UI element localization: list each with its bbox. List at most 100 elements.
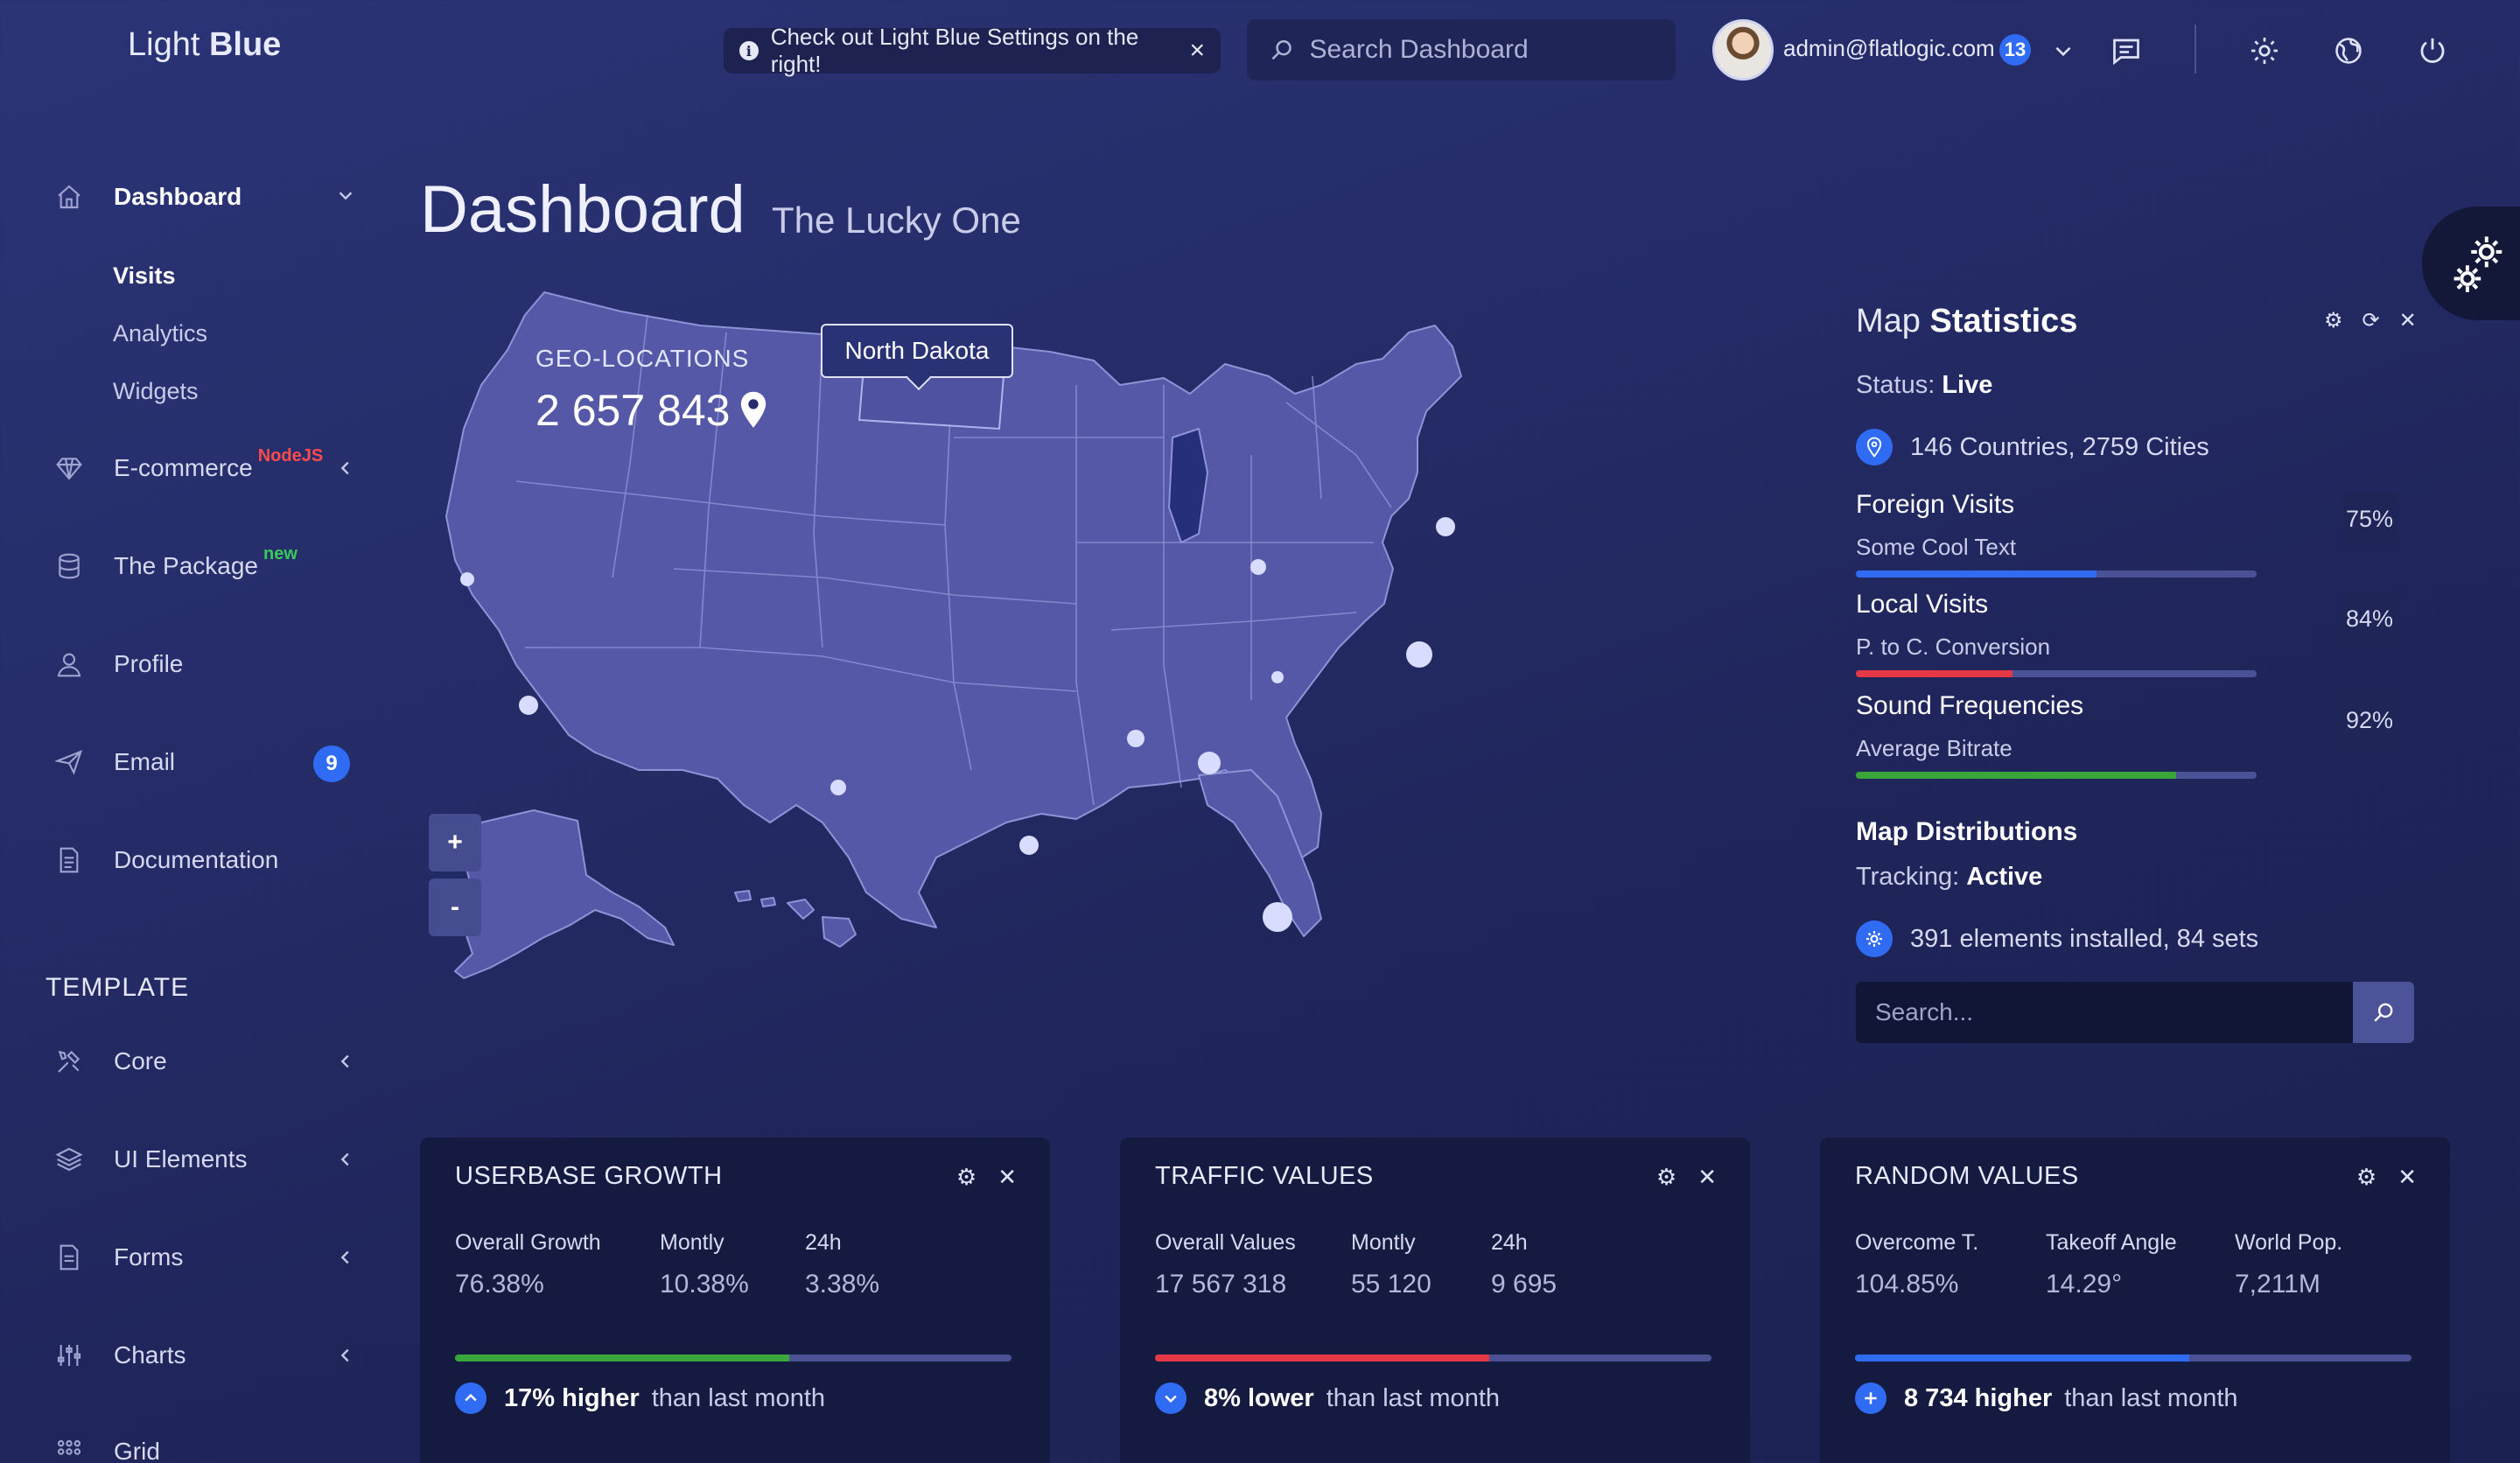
alaska-shape — [454, 809, 675, 979]
refresh-icon[interactable]: ⟳ — [2362, 309, 2380, 332]
location-dot[interactable] — [1198, 752, 1221, 774]
location-dot[interactable] — [1127, 730, 1144, 747]
state-border-line — [525, 647, 1077, 692]
geo-locations-label: GEO-LOCATIONS — [536, 345, 750, 372]
notice-text: Check out Light Blue Settings on the rig… — [770, 24, 1139, 77]
dashboard-search[interactable] — [1247, 19, 1676, 80]
chevron-left-icon[interactable] — [336, 1344, 355, 1371]
card-footer: 8 734 higher than last month — [1855, 1382, 2238, 1414]
user-email[interactable]: admin@flatlogic.com — [1783, 35, 1995, 61]
stat-progress-bar — [1856, 570, 2257, 578]
florida-shape — [1198, 769, 1322, 937]
location-dot[interactable] — [460, 572, 474, 586]
gear-icon[interactable]: ⚙ — [1656, 1164, 1677, 1190]
card-title: RANDOM VALUES — [1855, 1162, 2079, 1190]
hawaii-islet-shape — [760, 897, 776, 907]
map-search[interactable] — [1856, 982, 2414, 1043]
sidebar-item-charts[interactable]: Charts — [54, 1340, 186, 1370]
gear-icon[interactable]: ⚙ — [2324, 309, 2343, 332]
power-icon[interactable] — [2413, 32, 2452, 70]
stat-progress-fill — [1856, 570, 2096, 578]
sidebar-item-documentation[interactable]: Documentation — [54, 845, 278, 875]
zoom-out-button[interactable]: - — [429, 878, 481, 936]
location-dot[interactable] — [1436, 517, 1455, 536]
tools-icon — [54, 1046, 84, 1076]
sidebar-item-profile[interactable]: Profile — [54, 649, 183, 679]
state-border-line — [1075, 385, 1095, 806]
usa-map[interactable] — [411, 280, 1566, 989]
close-icon[interactable]: ✕ — [998, 1164, 1017, 1190]
database-icon — [54, 551, 84, 581]
location-dot[interactable] — [1019, 836, 1039, 855]
close-notice-icon[interactable]: × — [1189, 36, 1205, 65]
location-dot[interactable] — [1271, 671, 1284, 683]
app-logo[interactable]: Light Blue — [128, 26, 282, 63]
chevron-left-icon[interactable] — [336, 1148, 355, 1175]
geo-locations-value: 2 657 843 — [536, 385, 768, 436]
sidebar-subitem-analytics[interactable]: Analytics — [113, 320, 208, 346]
chevron-left-icon[interactable] — [336, 1246, 355, 1273]
sidebar-subitem-visits[interactable]: Visits — [113, 262, 176, 289]
location-dot[interactable] — [830, 780, 846, 795]
hawaii-islet-shape — [734, 890, 752, 902]
home-icon — [54, 182, 84, 212]
stat-progress-fill — [1856, 670, 2012, 677]
card-stats: Overall Growth 76.38% Montly 10.38% 24h … — [455, 1230, 879, 1299]
map-search-input[interactable] — [1856, 982, 2353, 1043]
location-dot[interactable] — [519, 696, 538, 715]
messages-icon[interactable] — [2107, 32, 2146, 70]
settings-notice: i Check out Light Blue Settings on the r… — [724, 24, 1221, 77]
settings-toggle[interactable] — [2422, 206, 2520, 320]
notification-badge[interactable]: 13 — [1999, 34, 2031, 66]
card-stat: 24h 3.38% — [805, 1230, 880, 1298]
card-stat: 24h 9 695 — [1491, 1230, 1558, 1298]
chevron-down-icon — [1155, 1382, 1186, 1414]
chevron-down-icon[interactable] — [336, 184, 355, 211]
search-button[interactable] — [2353, 982, 2414, 1043]
sidebar-item-ecommerce[interactable]: E-commerce NodeJS — [54, 446, 323, 483]
chevron-left-icon[interactable] — [336, 457, 355, 484]
card-progress-bar — [455, 1354, 1012, 1362]
sidebar-item-grid[interactable]: Grid — [54, 1437, 160, 1463]
stat-percent: 84% — [2342, 592, 2398, 646]
sidebar-item-the-package[interactable]: The Package new — [54, 544, 298, 581]
chevron-down-icon[interactable] — [2044, 32, 2082, 70]
template-section-title: TEMPLATE — [46, 973, 190, 1002]
location-dot[interactable] — [1406, 641, 1432, 668]
globe-icon[interactable] — [2329, 32, 2368, 70]
dashboard-search-input[interactable] — [1309, 35, 1653, 65]
sidebar-item-forms[interactable]: Forms — [54, 1242, 183, 1272]
close-icon[interactable]: ✕ — [2398, 1164, 2417, 1190]
diamond-icon — [54, 453, 84, 483]
sidebar-item-ui-elements[interactable]: UI Elements — [54, 1144, 248, 1174]
card-progress-fill — [1855, 1354, 2189, 1362]
userbase-growth-card: USERBASE GROWTH ⚙ ✕ Overall Growth 76.38… — [420, 1138, 1050, 1463]
card-title: USERBASE GROWTH — [455, 1162, 723, 1190]
location-dot[interactable] — [1250, 559, 1266, 575]
close-icon[interactable]: ✕ — [2398, 309, 2417, 332]
zoom-in-button[interactable]: + — [429, 814, 481, 872]
document-icon — [54, 845, 84, 875]
stat-subtitle: P. to C. Conversion — [1856, 634, 2051, 660]
gear-icon[interactable]: ⚙ — [2356, 1164, 2377, 1190]
sidebar-item-dashboard[interactable]: Dashboard — [54, 182, 242, 212]
sidebar-item-email[interactable]: Email — [54, 747, 175, 777]
sidebar-item-core[interactable]: Core — [54, 1046, 167, 1076]
close-icon[interactable]: ✕ — [1698, 1164, 1717, 1190]
card-stat: Montly 55 120 — [1351, 1230, 1432, 1298]
location-dot[interactable] — [1263, 902, 1292, 932]
gear-icon[interactable] — [2245, 32, 2284, 70]
card-stats: Overall Values 17 567 318 Montly 55 120 … — [1155, 1230, 1557, 1299]
avatar[interactable] — [1712, 19, 1774, 80]
map-status: Status: Live — [1856, 371, 1993, 399]
state-border-line — [699, 332, 727, 648]
chevron-left-icon[interactable] — [336, 1050, 355, 1077]
header-divider — [2194, 24, 2196, 74]
stat-percent: 92% — [2342, 693, 2398, 747]
card-tools: ⚙ ✕ — [956, 1164, 1017, 1191]
gear-icon[interactable]: ⚙ — [956, 1164, 977, 1190]
plus-icon — [1855, 1382, 1886, 1414]
info-icon: i — [739, 41, 759, 60]
map-distributions-title: Map Distributions — [1856, 817, 2078, 846]
sidebar-subitem-widgets[interactable]: Widgets — [113, 378, 199, 404]
